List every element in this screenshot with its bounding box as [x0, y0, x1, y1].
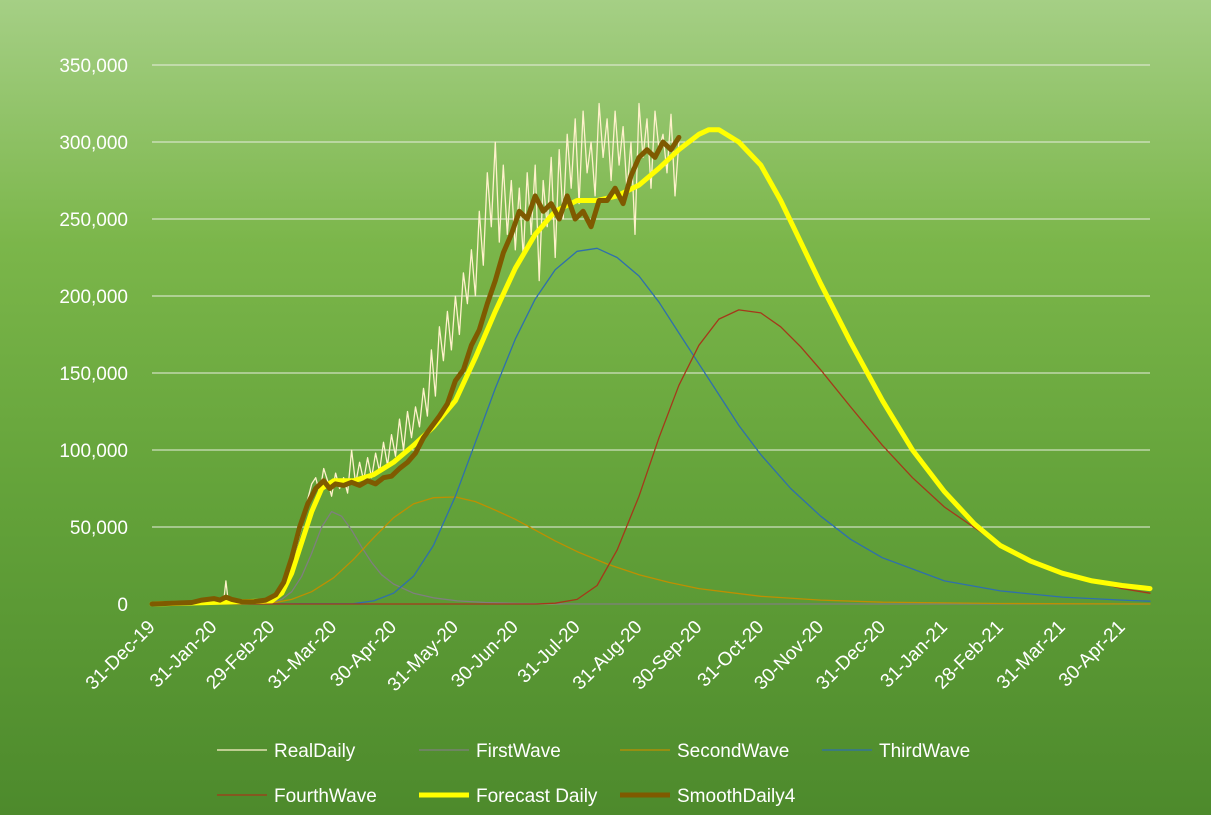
series-line-firstwave — [151, 510, 1151, 605]
legend: RealDaily FirstWave SecondWave ThirdWave Fou… — [217, 741, 970, 807]
y-tick-label: 250,000 — [59, 210, 128, 231]
x-tick-label: 30-Apr-21 — [1055, 617, 1130, 692]
y-tick-label: 200,000 — [59, 287, 128, 308]
y-tick-label: 350,000 — [59, 56, 128, 77]
series-line-realdaily — [151, 102, 680, 605]
series-line-secondwave — [151, 496, 1151, 605]
series-line-forecast-daily — [149, 127, 1153, 607]
legend-label-secondwave: SecondWave — [677, 741, 789, 762]
legend-label-forecast-daily: Forecast Daily — [476, 786, 598, 807]
series-line-fourthwave — [151, 309, 1151, 605]
series-line-thirdwave — [151, 247, 1151, 605]
y-tick-label: 150,000 — [59, 364, 128, 385]
y-tick-label: 100,000 — [59, 441, 128, 462]
legend-label-realdaily: RealDaily — [274, 741, 356, 762]
legend-label-smoothdaily4: SmoothDaily4 — [677, 786, 796, 807]
legend-label-thirdwave: ThirdWave — [879, 741, 970, 762]
y-axis-tick-labels: 0 50,000 100,000 150,000 200,000 250,000 300,0… — [59, 56, 128, 616]
y-tick-label: 0 — [117, 595, 128, 616]
series-lines — [149, 102, 1153, 607]
x-axis-tick-labels: 31-Dec-1931-Jan-2029-Feb-2031-Mar-2030-A… — [82, 617, 1130, 696]
legend-label-fourthwave: FourthWave — [274, 786, 377, 807]
y-tick-label: 300,000 — [59, 133, 128, 154]
x-tick-label: 31-Dec-19 — [82, 617, 160, 695]
series-line-smoothdaily4 — [149, 134, 682, 607]
legend-label-firstwave: FirstWave — [476, 741, 561, 762]
gridlines — [152, 64, 1150, 605]
y-tick-label: 50,000 — [70, 518, 128, 539]
